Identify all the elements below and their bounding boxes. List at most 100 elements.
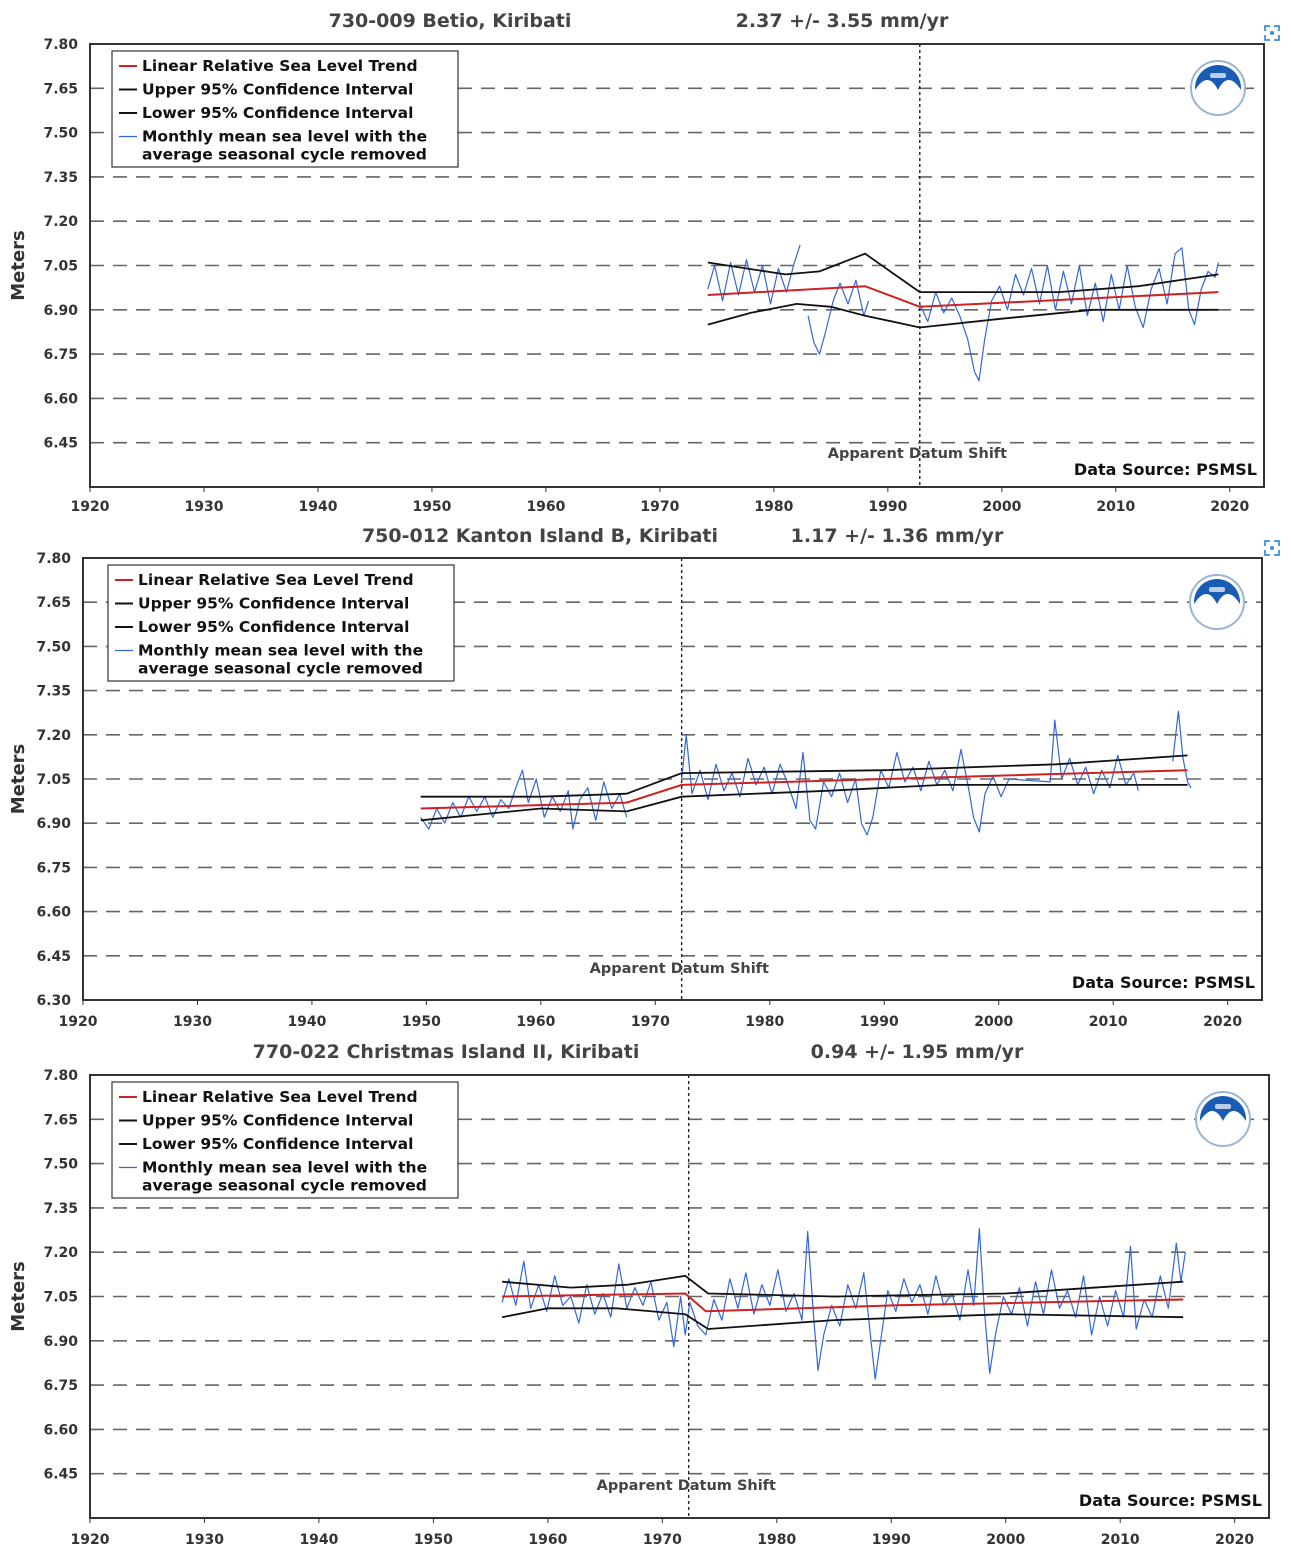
y-tick-label: 7.20 xyxy=(43,1245,78,1261)
datum-shift-label: Apparent Datum Shift xyxy=(828,446,1007,462)
data-source-label: Data Source: PSMSL xyxy=(1074,460,1257,479)
legend: Linear Relative Sea Level Trend Upper 95%… xyxy=(111,50,459,168)
x-tick-label: 1940 xyxy=(299,1532,338,1548)
y-tick-label: 7.65 xyxy=(36,595,71,611)
x-tick-label: 2010 xyxy=(1089,1014,1128,1030)
legend-box xyxy=(107,564,455,682)
y-tick-label: 7.65 xyxy=(43,81,78,97)
lower-confidence-line xyxy=(420,784,1188,822)
x-tick-label: 1960 xyxy=(516,1014,555,1030)
legend: Linear Relative Sea Level Trend Upper 95%… xyxy=(107,564,455,682)
x-tick-label: 1990 xyxy=(868,499,907,515)
x-tick-label: 1960 xyxy=(528,1532,567,1548)
x-tick-label: 1950 xyxy=(414,1532,453,1548)
legend-label: Lower 95% Confidence Interval xyxy=(142,104,413,122)
x-tick-label: 1970 xyxy=(640,499,679,515)
y-tick-label: 7.50 xyxy=(36,639,71,655)
y-tick-label: 6.75 xyxy=(43,1378,78,1394)
trend-line xyxy=(502,1292,1184,1313)
y-tick-label: 6.30 xyxy=(36,993,71,1009)
monthly-mean-line xyxy=(1172,710,1192,789)
x-tick-label: 1920 xyxy=(71,499,110,515)
y-tick-label: 6.60 xyxy=(43,391,78,407)
y-axis-label: Meters xyxy=(8,230,29,301)
legend: Linear Relative Sea Level Trend Upper 95%… xyxy=(111,1081,459,1199)
trend-line xyxy=(420,769,1188,810)
x-tick-label: 1930 xyxy=(184,499,223,515)
trend-rate-label: 2.37 +/- 3.55 mm/yr xyxy=(736,10,949,32)
datum-shift-label: Apparent Datum Shift xyxy=(597,1478,776,1494)
monthly-mean-line xyxy=(501,1227,1186,1380)
legend-box xyxy=(111,1081,459,1199)
x-tick-label: 1940 xyxy=(287,1014,326,1030)
x-tick-label: 1950 xyxy=(402,1014,441,1030)
noaa-logo-icon xyxy=(1190,60,1246,116)
chart-title: 730-009 Betio, Kiribati xyxy=(329,10,572,32)
monthly-mean-line xyxy=(807,279,870,355)
chart-panel-1: 730-009 Betio, Kiribati 2.37 +/- 3.55 mm/… xyxy=(8,10,1280,515)
x-tick-label: 1930 xyxy=(173,1014,212,1030)
legend-label: Linear Relative Sea Level Trend xyxy=(142,57,418,75)
y-tick-label: 6.45 xyxy=(36,949,71,965)
y-tick-label: 7.35 xyxy=(43,170,78,186)
y-tick-label: 7.05 xyxy=(43,259,78,275)
x-tick-label: 1970 xyxy=(631,1014,670,1030)
y-tick-label: 6.75 xyxy=(36,860,71,876)
y-tick-label: 7.65 xyxy=(43,1112,78,1128)
monthly-mean-line xyxy=(919,247,1219,382)
x-tick-label: 2020 xyxy=(1215,1532,1254,1548)
y-tick-label: 6.75 xyxy=(43,347,78,363)
legend-label: average seasonal cycle removed xyxy=(138,660,423,678)
y-tick-label: 7.05 xyxy=(36,772,71,788)
legend-label: Linear Relative Sea Level Trend xyxy=(142,1088,418,1106)
chart-title: 770-022 Christmas Island II, Kiribati xyxy=(253,1041,640,1063)
legend-label: Upper 95% Confidence Interval xyxy=(142,81,413,99)
plot-border xyxy=(89,1074,1270,1519)
x-tick-label: 1990 xyxy=(860,1014,899,1030)
legend-label: Linear Relative Sea Level Trend xyxy=(138,571,414,589)
x-tick-label: 1920 xyxy=(71,1532,110,1548)
legend-label: Upper 95% Confidence Interval xyxy=(142,1112,413,1130)
y-tick-label: 7.50 xyxy=(43,1157,78,1173)
y-tick-label: 7.35 xyxy=(43,1201,78,1217)
x-tick-label: 2010 xyxy=(1101,1532,1140,1548)
y-tick-label: 7.50 xyxy=(43,126,78,142)
y-tick-label: 6.60 xyxy=(36,905,71,921)
x-tick-label: 1960 xyxy=(526,499,565,515)
legend-label: Monthly mean sea level with the xyxy=(138,642,423,660)
legend-label: Upper 95% Confidence Interval xyxy=(138,595,409,613)
expand-icon[interactable] xyxy=(1264,25,1280,41)
y-tick-label: 6.90 xyxy=(43,303,78,319)
noaa-logo-icon xyxy=(1195,1091,1251,1147)
x-tick-label: 2000 xyxy=(982,499,1021,515)
x-tick-label: 2020 xyxy=(1210,499,1249,515)
legend-label: average seasonal cycle removed xyxy=(142,1177,427,1195)
data-source-label: Data Source: PSMSL xyxy=(1072,973,1255,992)
legend-label: Monthly mean sea level with the xyxy=(142,128,427,146)
x-tick-label: 1990 xyxy=(872,1532,911,1548)
y-axis-label: Meters xyxy=(8,1261,29,1332)
y-tick-label: 6.45 xyxy=(43,436,78,452)
y-axis-label: Meters xyxy=(8,744,29,815)
y-tick-label: 7.20 xyxy=(43,214,78,230)
plot-border xyxy=(89,43,1265,488)
y-tick-label: 7.80 xyxy=(43,1068,78,1084)
x-tick-label: 1930 xyxy=(185,1532,224,1548)
y-tick-label: 7.80 xyxy=(36,551,71,567)
trend-rate-label: 1.17 +/- 1.36 mm/yr xyxy=(791,525,1004,547)
chart-title: 750-012 Kanton Island B, Kiribati xyxy=(362,525,718,547)
y-tick-label: 6.45 xyxy=(43,1467,78,1483)
y-tick-label: 6.60 xyxy=(43,1422,78,1438)
x-tick-label: 2000 xyxy=(974,1014,1013,1030)
chart-panel-2: 750-012 Kanton Island B, Kiribati 1.17 +/… xyxy=(8,525,1280,1030)
y-tick-label: 7.05 xyxy=(43,1290,78,1306)
x-tick-label: 1950 xyxy=(412,499,451,515)
legend-label: Lower 95% Confidence Interval xyxy=(142,1135,413,1153)
trend-line xyxy=(707,285,1219,308)
legend-label: Monthly mean sea level with the xyxy=(142,1159,427,1177)
chart-panel-3: 770-022 Christmas Island II, Kiribati 0.9… xyxy=(8,1041,1270,1548)
expand-icon[interactable] xyxy=(1264,540,1280,556)
noaa-logo-icon xyxy=(1189,574,1245,630)
data-source-label: Data Source: PSMSL xyxy=(1079,1491,1262,1510)
